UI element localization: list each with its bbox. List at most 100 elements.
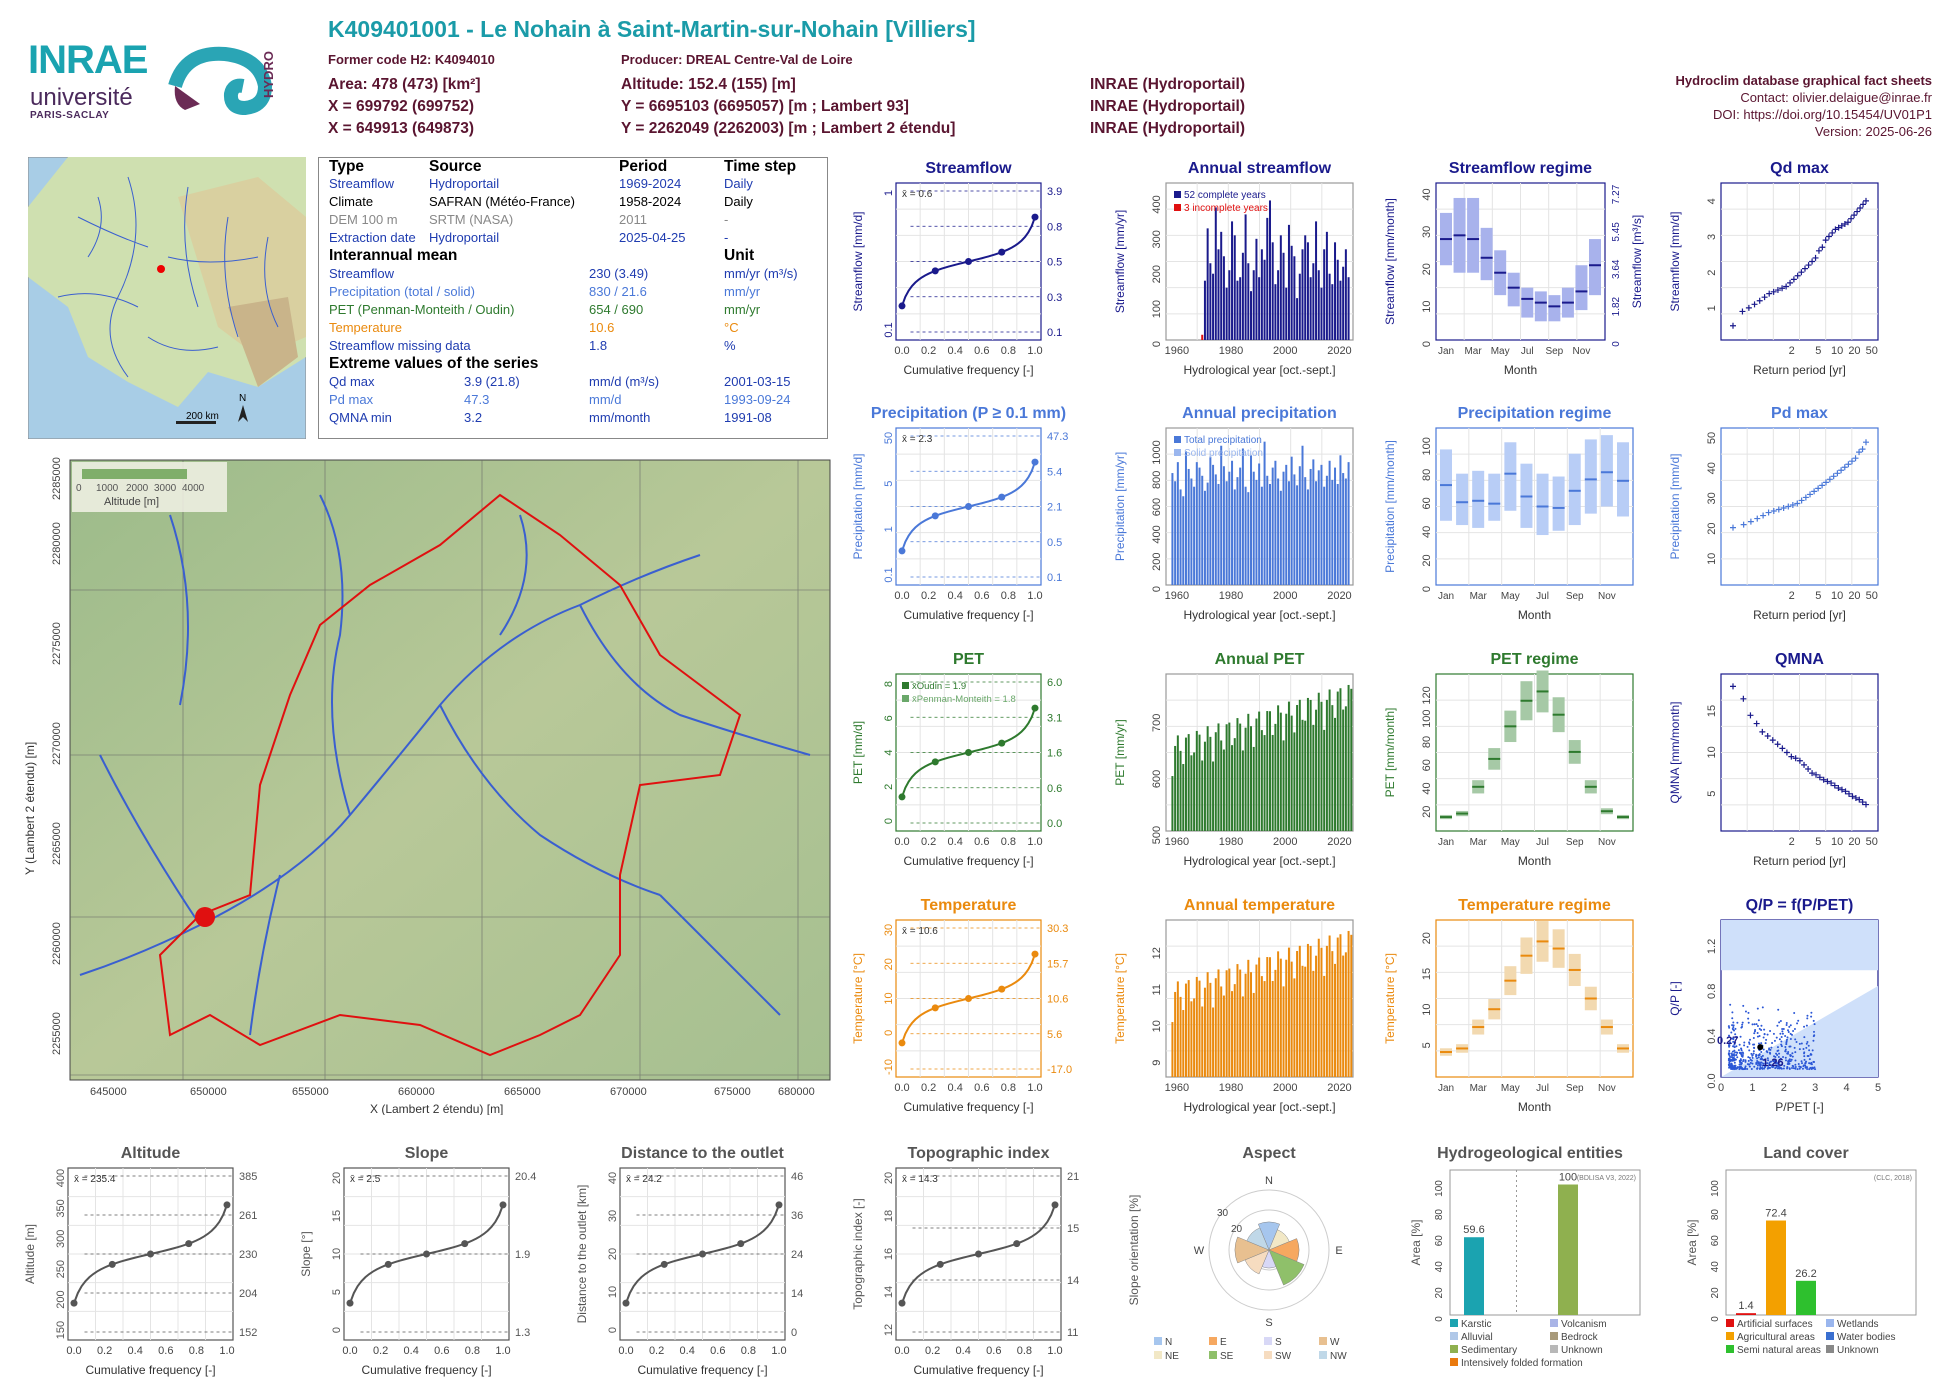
bar — [1285, 959, 1288, 1077]
doi[interactable]: DOI: https://doi.org/10.15454/UV01P1 — [1713, 107, 1932, 122]
chart-hydrogeo: Hydrogeological entities (BDLISA V3, 2022… — [1409, 1145, 1641, 1369]
x-tick: 3 — [1812, 1082, 1818, 1094]
bar — [1244, 973, 1247, 1077]
x-tick: 2000 — [1273, 590, 1297, 602]
data-label: 72.4 — [1765, 1208, 1786, 1220]
quantile-point — [931, 758, 939, 766]
y-tick: 20 — [883, 958, 895, 970]
data-point — [1812, 1019, 1815, 1022]
data-point — [1744, 1060, 1747, 1063]
data-point — [1779, 1020, 1782, 1023]
data-point — [1805, 1024, 1808, 1027]
bar — [1241, 996, 1244, 1077]
bar — [1260, 249, 1263, 340]
data-point — [1794, 1065, 1797, 1068]
x-tick: 0.2 — [921, 590, 936, 602]
data-point — [1736, 1066, 1739, 1069]
data-point — [1838, 222, 1845, 229]
right-tick: 36 — [791, 1210, 803, 1222]
data-point — [1806, 1068, 1809, 1071]
data-point — [1835, 224, 1842, 231]
bar — [1320, 464, 1323, 585]
data-point — [1760, 512, 1767, 519]
regime-box — [1507, 272, 1520, 307]
right-tick: 152 — [239, 1327, 257, 1339]
bar — [1336, 483, 1339, 585]
x-tick: 0.8 — [189, 1345, 204, 1357]
y-tick: 40 — [1706, 462, 1718, 474]
data-label: 100 — [1559, 1172, 1577, 1184]
bar — [1206, 972, 1209, 1077]
data-point — [1757, 1042, 1760, 1045]
x-tick: 0.0 — [894, 836, 909, 848]
legend-label: Sedimentary — [1461, 1345, 1517, 1356]
data-point — [1857, 204, 1864, 211]
y2-tick: 5.45 — [1611, 222, 1622, 242]
data-point — [1734, 1066, 1737, 1069]
station-location-marker — [157, 265, 165, 273]
x-tick: 20 — [1848, 345, 1860, 357]
data-point — [1844, 219, 1851, 226]
y-axis-label: Temperature [°C] — [851, 953, 865, 1044]
legend-swatch — [1174, 436, 1181, 443]
svg-text:0: 0 — [76, 483, 82, 494]
mean-label: x̄ = 10.6 — [902, 926, 938, 937]
right-tick: 15.7 — [1047, 958, 1068, 970]
chart-title: QMNA — [1775, 651, 1824, 668]
bar — [1306, 489, 1309, 585]
data-point — [1780, 1063, 1783, 1066]
data-point — [1780, 1040, 1783, 1043]
data-point — [1859, 446, 1866, 453]
bar — [1796, 1280, 1816, 1315]
table-cell: Streamflow — [329, 266, 395, 281]
chart-title: Q/P = f(P/PET) — [1746, 897, 1854, 914]
bar — [1195, 462, 1198, 585]
bar — [1296, 485, 1299, 585]
regime-box — [1467, 197, 1480, 273]
bar — [1250, 455, 1253, 585]
quantile-point — [965, 503, 972, 510]
bar — [1171, 776, 1174, 831]
data-point — [1782, 1028, 1785, 1031]
x-tick: Sep — [1566, 591, 1584, 602]
bar — [1195, 730, 1198, 831]
table-cell: - — [724, 212, 729, 227]
bar — [1252, 746, 1255, 831]
table-cell: mm/yr — [724, 284, 761, 299]
data-point — [1781, 1032, 1784, 1035]
bar — [1287, 947, 1290, 1077]
y-axis-label: Streamflow [mm/d] — [1668, 211, 1682, 311]
contact[interactable]: Contact: olivier.delaigue@inrae.fr — [1740, 90, 1932, 105]
bar — [1247, 713, 1250, 831]
bar — [1301, 719, 1304, 831]
mean-label: x̄ = 235.4 — [74, 1174, 116, 1185]
chart-annual_pet: Annual PET Hydrological year [oct.-sept.]… — [1113, 651, 1354, 868]
y-tick: 10 — [1421, 300, 1433, 312]
data-point — [1750, 1052, 1753, 1055]
legend-swatch — [1209, 1337, 1217, 1345]
hydro-logo-text: HYDRO — [261, 51, 276, 98]
bar — [1176, 462, 1179, 585]
x-tick: 0.4 — [948, 836, 963, 848]
y-tick: 200 — [55, 1290, 67, 1308]
x-tick: 1.0 — [1027, 590, 1042, 602]
bar — [1214, 732, 1217, 831]
data-point — [1738, 1068, 1741, 1071]
data-point — [1792, 1030, 1795, 1033]
x-lambert93: X = 699792 (699752) — [328, 98, 475, 115]
y-tick: 20 — [1421, 932, 1433, 944]
chart-pet: PET Cumulative frequency [-] PET [mm/d] 0.0… — [851, 651, 1062, 868]
bar — [1233, 984, 1236, 1077]
bar — [1266, 475, 1269, 585]
legend-swatch — [902, 682, 909, 689]
data-point — [1769, 737, 1776, 744]
data-point — [1738, 1065, 1741, 1068]
x-tick: 1960 — [1165, 590, 1189, 602]
legend-swatch — [1154, 1337, 1162, 1345]
bar — [1174, 745, 1177, 831]
data-label: 1.4 — [1738, 1300, 1753, 1312]
data-point — [1741, 1021, 1744, 1024]
data-point — [1800, 1042, 1803, 1045]
bar — [1203, 490, 1206, 585]
legend-swatch — [1550, 1319, 1558, 1327]
